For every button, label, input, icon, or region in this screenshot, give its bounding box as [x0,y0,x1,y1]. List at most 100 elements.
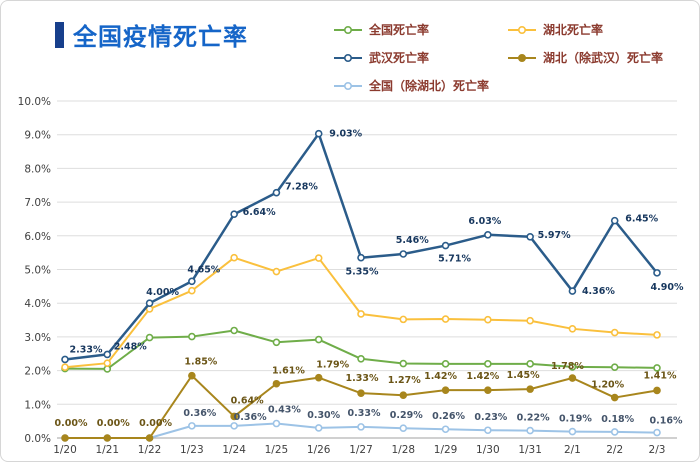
data-point [230,412,238,421]
x-axis-label: 2/1 [564,444,581,456]
data-point [399,359,408,368]
data-label: 4.00% [146,287,179,298]
data-label: 4.36% [582,286,615,297]
data-point [272,379,281,388]
data-point [357,355,365,363]
y-axis-label: 2.0% [24,366,51,378]
x-axis-label: 1/27 [349,444,373,456]
data-label: 0.19% [559,414,592,425]
y-axis-label: 10.0% [18,96,51,108]
data-point [653,269,661,277]
x-axis-label: 1/28 [391,444,415,456]
data-point [653,428,661,437]
data-point [272,419,281,428]
legend-label: 湖北（除武汉）死亡率 [543,51,664,65]
data-point [484,315,492,324]
data-point [357,253,365,262]
data-label: 1.42% [466,371,499,382]
data-point [526,426,534,435]
data-label: 0.26% [432,411,465,422]
x-axis-label: 1/22 [138,444,162,456]
y-axis-label: 1.0% [24,399,51,411]
data-point [526,316,534,325]
legend-item-national: 全国死亡率 [333,21,429,38]
data-point [568,374,577,382]
data-label: 0.43% [268,405,301,416]
data-point [230,210,238,219]
data-label: 5.97% [538,230,571,241]
data-label: 5.71% [438,254,471,265]
x-axis-label: 1/25 [265,444,289,456]
data-label: 1.85% [184,357,217,368]
data-point [610,363,619,372]
legend-label: 全国（除湖北）死亡率 [369,79,490,93]
data-point [103,434,112,442]
data-point [272,267,281,276]
data-label: 6.45% [625,214,658,225]
data-point [61,355,69,364]
data-point [61,434,69,442]
data-point [314,129,323,138]
data-point [484,230,492,239]
data-point [441,425,450,434]
data-label: 0.33% [348,408,381,419]
data-point [441,386,450,394]
legend-item-hubei: 湖北死亡率 [507,21,603,38]
data-label: 0.16% [650,416,683,427]
data-label: 5.35% [346,267,379,278]
data-label: 6.03% [468,216,501,227]
data-point [610,216,619,225]
legend-label: 武汉死亡率 [369,51,430,65]
data-point [230,422,238,430]
y-axis-label: 9.0% [24,130,51,142]
data-point [526,233,534,241]
data-point [610,328,619,337]
data-label: 1.20% [591,380,624,391]
data-label: 0.64% [231,395,264,406]
data-point [145,434,154,442]
x-axis-label: 1/31 [518,444,542,456]
series-line-wuhan [63,132,659,361]
data-label: 0.36% [234,412,267,423]
data-point [568,363,577,371]
data-point [314,254,323,262]
y-axis-label: 4.0% [24,298,51,310]
data-label: 0.00% [97,418,130,429]
x-axis-label: 1/21 [95,444,119,456]
data-point [188,332,196,341]
x-axis-label: 1/24 [222,444,246,456]
data-point [230,253,238,262]
data-point [568,325,577,333]
data-label: 0.23% [474,412,507,423]
data-label: 0.00% [55,418,88,429]
title-accent-bar [55,21,64,48]
data-point [399,250,408,258]
data-label: 6.64% [243,207,276,218]
data-point [441,241,450,250]
data-label: 1.78% [551,361,584,372]
x-axis-label: 2/2 [606,444,623,456]
data-point [272,338,281,347]
data-label: 0.29% [390,410,423,421]
data-point [357,423,365,431]
x-axis-label: 2/3 [649,444,666,456]
data-label: 0.30% [307,410,340,421]
data-point [526,385,534,393]
data-point [103,350,112,359]
data-point [61,363,69,372]
y-axis-label: 8.0% [24,163,51,175]
data-label: 0.22% [517,413,550,424]
data-point [357,310,365,318]
data-point [484,360,492,368]
data-label: 1.61% [272,366,305,377]
data-point [188,277,196,286]
data-point [314,373,323,382]
y-axis-label: 3.0% [24,332,51,344]
y-axis-label: 5.0% [24,265,51,277]
x-axis-label: 1/20 [53,444,77,456]
data-point [441,360,450,368]
legend-marker-icon [508,25,536,34]
data-point [188,371,196,380]
